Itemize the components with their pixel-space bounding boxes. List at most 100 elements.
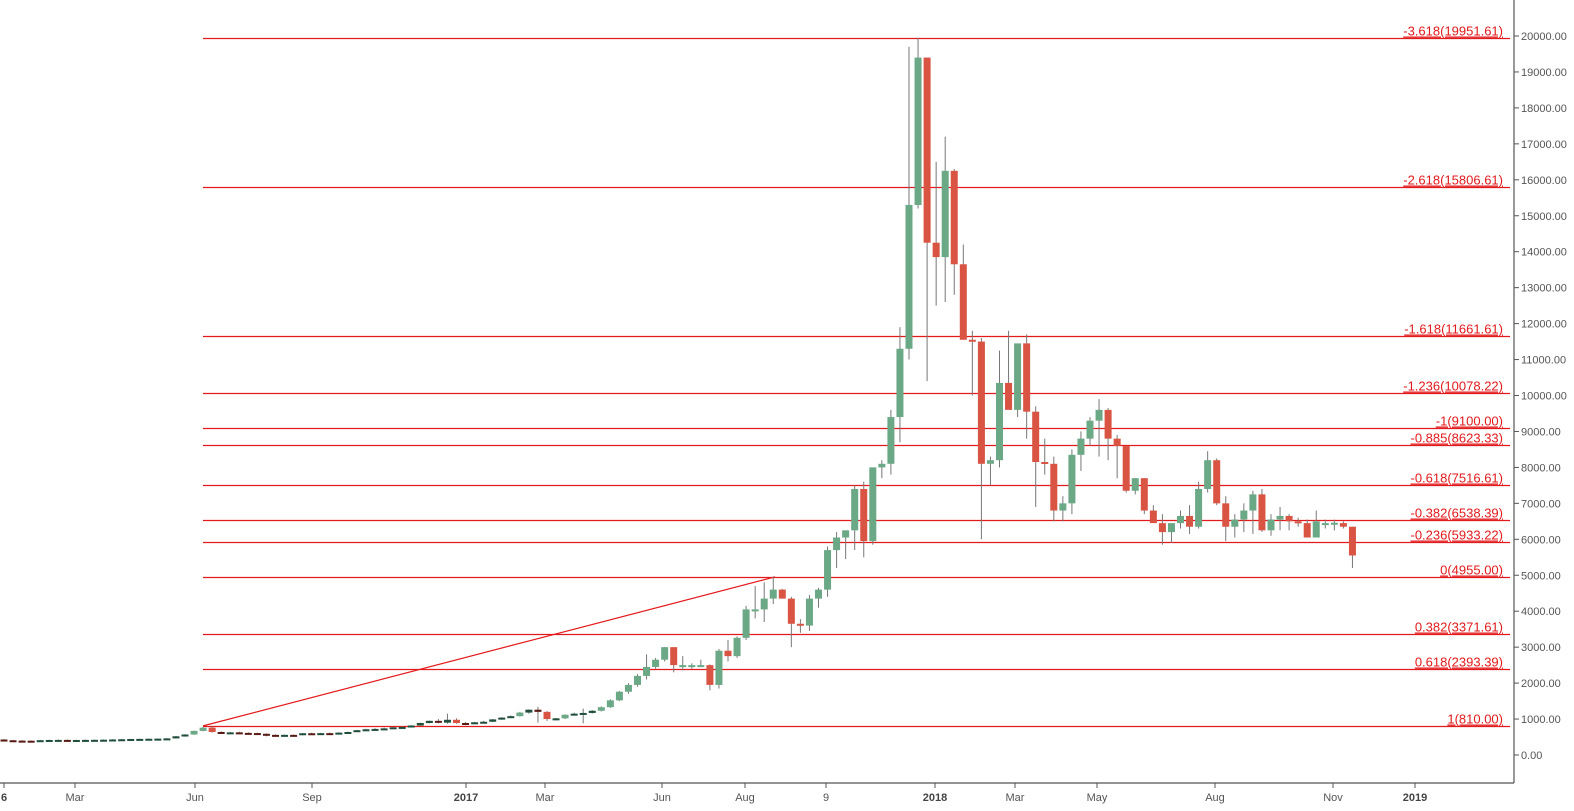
candle [299,733,307,736]
candle [63,739,71,742]
candle [1213,460,1221,504]
candle [498,717,506,720]
candle [272,734,279,737]
fib-level-label: 0.618(2393.39) [1415,655,1503,670]
candle [1267,519,1275,531]
candle [226,732,234,735]
fib-level-label: -1.618(11661.61) [1404,322,1503,337]
candle [371,728,379,731]
candle [1294,521,1302,524]
candle [597,707,605,711]
y-tick-label: 19000.00 [1521,67,1567,79]
candle [507,716,515,719]
candle [1222,503,1230,527]
y-tick-label: 2000.00 [1521,678,1561,690]
x-tick-label: Mar [66,792,85,804]
candle [914,57,922,205]
candle [1149,510,1157,524]
x-tick-label: 9 [823,792,829,804]
candle [172,736,180,739]
candle [217,731,225,734]
fib-level-label: -0.885(8623.33) [1410,431,1503,446]
candle [778,589,786,599]
candle [1041,462,1049,465]
candle [118,739,126,742]
candle [634,675,641,685]
candle [362,729,370,732]
candle [335,732,343,735]
candle [959,264,967,340]
y-tick-label: 0.00 [1521,750,1542,762]
candle [45,739,53,742]
candle [986,460,994,464]
y-tick-label: 10000.00 [1521,391,1567,403]
candle [1068,454,1076,504]
candle [1059,503,1067,511]
candle [1131,478,1139,491]
time-axis: 6 Mar Jun Sep 2017 Mar Jun Aug 9 2018 Mar May Aug Nov… [0,782,1514,804]
x-tick-label: 6 [1,792,7,804]
candle [543,711,551,720]
candle [1023,343,1031,412]
candle [742,609,750,638]
candle [688,665,696,668]
candle [480,721,488,724]
y-tick-label: 13000.00 [1521,283,1567,295]
candle [1285,515,1293,522]
x-tick-label: Jun [653,792,671,804]
candle [733,637,741,657]
candle [154,738,162,741]
candle [308,733,316,736]
y-tick-label: 4000.00 [1521,606,1561,618]
candle [1321,523,1329,526]
candle [317,733,325,736]
candle [1348,526,1356,556]
y-tick-label: 3000.00 [1521,642,1561,654]
candle [109,739,117,742]
candle [36,740,44,743]
candle [561,714,569,719]
candle [235,732,243,735]
candle [407,725,415,728]
candle [380,728,388,731]
candle [199,727,207,731]
candle [851,488,859,531]
candle [552,718,560,721]
candle [1312,521,1320,538]
candle [1339,523,1347,527]
candle [398,726,406,729]
y-tick-label: 7000.00 [1521,498,1561,510]
fib-level-label: -0.382(6538.39) [1410,506,1503,521]
candles [0,37,1356,743]
y-tick-label: 1000.00 [1521,714,1561,726]
candle [833,537,841,551]
fib-level-label: -1(9100.00) [1436,414,1503,429]
candle [923,57,931,243]
candle [661,647,669,660]
candle [787,598,795,624]
y-tick-label: 17000.00 [1521,139,1567,151]
candle [615,691,623,701]
candle [1240,510,1248,520]
x-tick-label: 2017 [454,792,478,804]
candle [1014,343,1022,410]
x-tick-label: Mar [1006,792,1025,804]
x-tick-label: 2019 [1403,792,1427,804]
y-tick-label: 18000.00 [1521,103,1567,115]
candle [489,719,497,722]
y-tick-label: 15000.00 [1521,211,1567,223]
candle [534,709,542,712]
candle [443,719,451,723]
candle [1113,438,1121,446]
candle [805,598,813,626]
candle [72,739,80,742]
y-tick-label: 14000.00 [1521,247,1567,259]
candle [344,731,352,734]
candle [860,488,868,542]
candle [679,665,687,668]
trend-line-segment[interactable] [202,576,776,727]
candle [869,467,877,542]
fib-level-label: 0(4955.00) [1440,563,1503,578]
candle [136,738,144,741]
